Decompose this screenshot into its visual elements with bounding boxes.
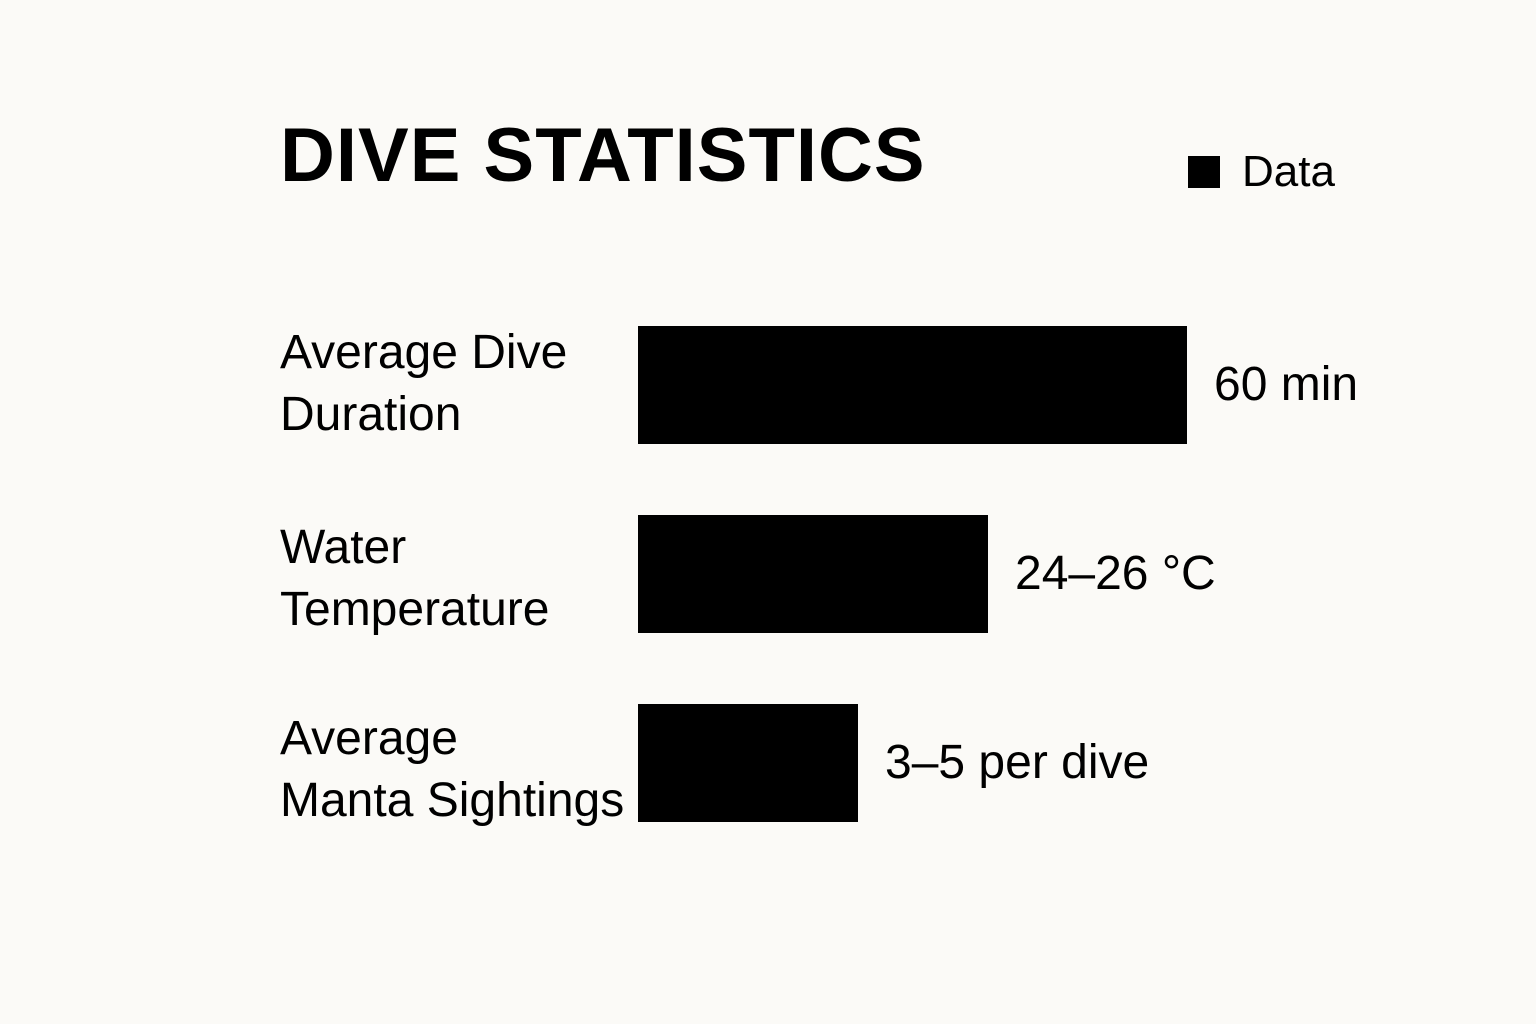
bar [638, 326, 1187, 444]
category-label: Average Manta Sightings [280, 708, 630, 832]
value-label: 3–5 per dive [885, 736, 1150, 789]
value-label: 60 min [1214, 358, 1359, 411]
category-label-line: Manta Sightings [280, 774, 625, 827]
category-label: Average Dive Duration [280, 322, 630, 446]
chart-title: DIVE STATISTICS [280, 113, 926, 198]
bar [638, 515, 988, 633]
bar [638, 704, 858, 822]
value-label: 24–26 °C [1015, 547, 1216, 600]
legend-label: Data [1242, 147, 1335, 196]
category-label-line: Duration [280, 388, 462, 441]
category-label-line: Average [280, 712, 458, 765]
chart-legend: Data [1188, 150, 1335, 194]
legend-swatch [1188, 156, 1220, 188]
category-label-line: Water [280, 521, 407, 574]
category-label: Water Temperature [280, 517, 630, 641]
category-label-line: Temperature [280, 583, 550, 636]
category-label-line: Average Dive [280, 326, 568, 379]
